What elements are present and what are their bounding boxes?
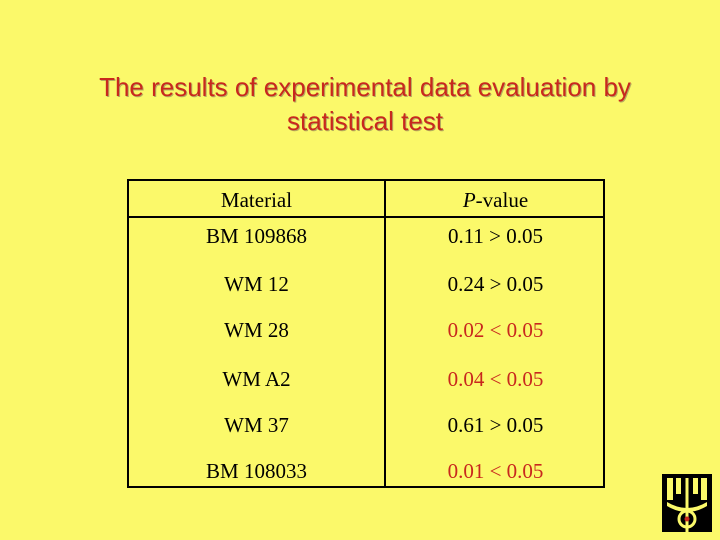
header-divider <box>129 216 603 218</box>
material-cell: WM A2 <box>222 367 291 391</box>
material-header: Material <box>220 188 293 212</box>
material-cell: WM 37 <box>224 413 289 437</box>
pvalue-header-p: P <box>462 188 476 212</box>
pvalue-cell: 0.11 > 0.05 <box>447 224 544 248</box>
institution-logo-icon <box>662 474 712 532</box>
slide-title-line-2: statistical test <box>286 106 444 136</box>
material-cell: WM 12 <box>224 272 289 296</box>
pvalue-cell: 0.24 > 0.05 <box>447 272 544 296</box>
pvalue-header-rest: -value <box>475 188 529 212</box>
pvalue-cell: 0.61 > 0.05 <box>447 413 544 437</box>
material-cell: BM 109868 <box>206 224 307 248</box>
column-divider <box>384 181 386 486</box>
material-cell: BM 108033 <box>206 459 307 483</box>
slide-title: The results of experimental data evaluat… <box>0 70 720 138</box>
material-cell: WM 28 <box>224 318 289 342</box>
pvalue-header: P-value <box>386 188 605 212</box>
results-table: Material P-value BM 109868 0.11 > 0.05 W… <box>127 179 605 488</box>
pvalue-cell-significant: 0.02 < 0.05 <box>447 318 544 342</box>
pvalue-cell-significant: 0.01 < 0.05 <box>447 459 544 483</box>
pvalue-cell-significant: 0.04 < 0.05 <box>447 367 544 391</box>
slide-title-line-1: The results of experimental data evaluat… <box>99 72 631 102</box>
